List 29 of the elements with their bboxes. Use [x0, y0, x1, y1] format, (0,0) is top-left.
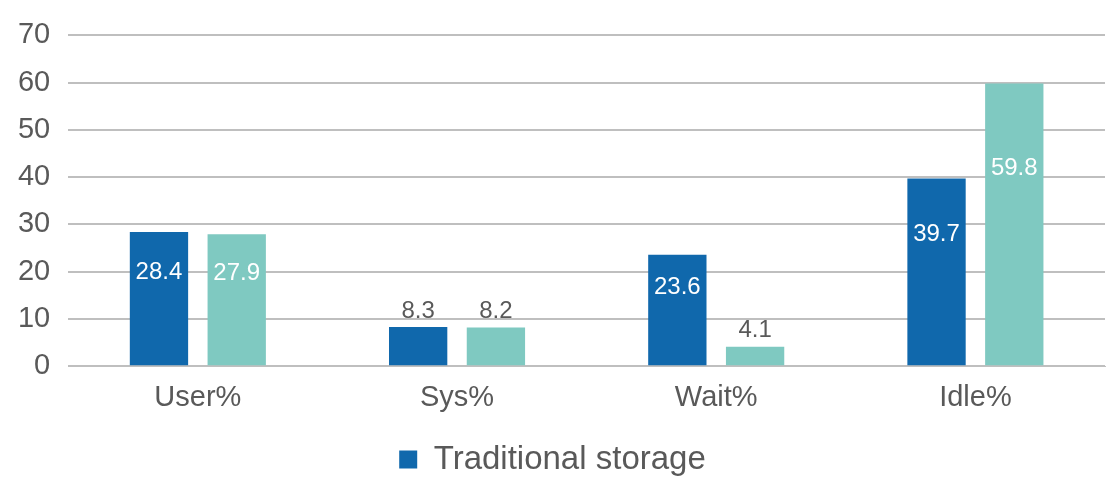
- y-tick-label: 40: [17, 159, 51, 192]
- y-tick-label: 0: [34, 348, 51, 381]
- bar: [985, 83, 1044, 366]
- y-tick-label: 60: [17, 64, 51, 97]
- bar: [648, 254, 707, 366]
- data-label: 23.6: [653, 272, 701, 300]
- data-label: 8.3: [401, 295, 435, 323]
- y-tick-label: 10: [17, 300, 51, 333]
- bar: [907, 178, 966, 366]
- legend-label: Traditional storage: [433, 438, 706, 476]
- x-tick-label: Wait%: [674, 379, 758, 412]
- data-label: 39.7: [913, 219, 960, 247]
- bar: [466, 327, 526, 366]
- x-tick-label: Sys%: [419, 379, 495, 412]
- data-label: 28.4: [135, 256, 183, 284]
- bar: [129, 231, 189, 366]
- y-tick-label: 50: [17, 111, 51, 144]
- data-label: 4.1: [738, 315, 772, 343]
- y-tick-label: 30: [17, 206, 51, 239]
- x-tick-label: Idle%: [939, 379, 1012, 412]
- y-tick-label: 70: [17, 17, 51, 50]
- bar: [725, 346, 785, 366]
- bar: [389, 326, 448, 366]
- data-label: 59.8: [990, 152, 1038, 180]
- data-label: 27.9: [213, 258, 261, 286]
- y-tick-label: 20: [17, 253, 51, 286]
- x-tick-label: User%: [154, 379, 242, 412]
- data-label: 8.2: [479, 296, 513, 324]
- bar: [207, 234, 266, 366]
